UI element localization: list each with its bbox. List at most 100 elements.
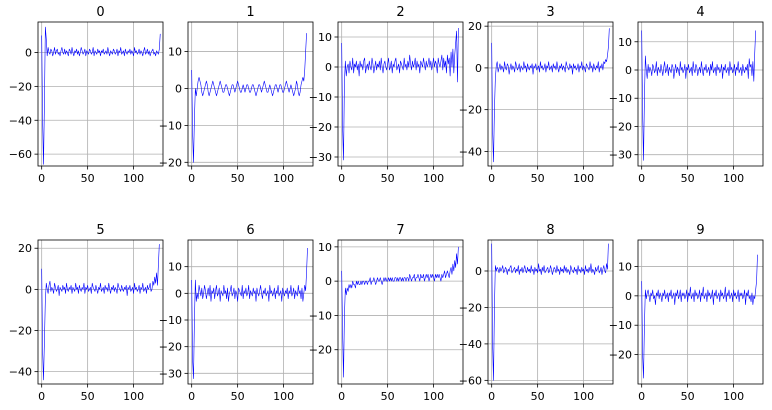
y-tick-label: −20 xyxy=(609,349,632,362)
series-line xyxy=(191,33,307,163)
plot-frame xyxy=(37,239,164,385)
plot-frame xyxy=(637,239,764,385)
y-tick-label: 10 xyxy=(618,36,632,49)
y-tick-label: −60 xyxy=(459,374,482,387)
y-tick-label: 0 xyxy=(475,265,482,278)
plot-frame xyxy=(37,21,164,167)
plot-frame xyxy=(337,21,464,167)
x-tick-label: 100 xyxy=(423,172,444,185)
x-tick-label: 0 xyxy=(638,172,645,185)
y-tick-label: 10 xyxy=(318,31,332,44)
y-tick-label: −40 xyxy=(9,114,32,127)
plot-frame xyxy=(187,239,314,385)
y-tick-label: −20 xyxy=(159,156,182,169)
subplot-title: 6 xyxy=(246,223,254,238)
subplot-3: 0 50 100 20 0 −20 −40 3 xyxy=(459,5,614,185)
y-tick-label: −10 xyxy=(609,92,632,105)
y-tick-label: 10 xyxy=(168,261,182,274)
y-tick-label: 10 xyxy=(318,241,332,254)
plot-frame xyxy=(637,21,764,167)
y-tick-label: 0 xyxy=(25,46,32,59)
y-tick-label: 0 xyxy=(175,82,182,95)
series-line xyxy=(641,30,756,161)
x-tick-label: 100 xyxy=(573,172,594,185)
subplot-title: 7 xyxy=(396,223,404,238)
x-tick-label: 50 xyxy=(81,172,95,185)
plot-frame xyxy=(187,21,314,167)
x-tick-label: 0 xyxy=(638,390,645,403)
x-tick-label: 100 xyxy=(423,390,444,403)
y-tick-label: −10 xyxy=(309,309,332,322)
subplot-title: 2 xyxy=(396,5,404,20)
x-tick-label: 50 xyxy=(231,172,245,185)
subplot-0: 0 50 100 0 −20 −40 −60 0 xyxy=(9,5,164,185)
series-line xyxy=(341,27,459,161)
x-tick-label: 100 xyxy=(123,390,144,403)
subplot-5: 0 50 100 20 0 −20 −40 5 xyxy=(9,223,164,403)
series-line xyxy=(341,246,459,378)
y-tick-label: −20 xyxy=(459,104,482,117)
x-tick-label: 50 xyxy=(81,390,95,403)
y-tick-label: 10 xyxy=(618,260,632,273)
x-tick-label: 50 xyxy=(231,390,245,403)
y-tick-label: −30 xyxy=(309,151,332,164)
y-tick-label: −20 xyxy=(309,121,332,134)
x-tick-label: 0 xyxy=(38,172,45,185)
y-tick-label: −10 xyxy=(159,119,182,132)
subplot-title: 0 xyxy=(96,5,104,20)
plot-frame xyxy=(337,239,464,385)
x-tick-label: 0 xyxy=(488,172,495,185)
x-tick-label: 100 xyxy=(273,390,294,403)
y-tick-label: 0 xyxy=(175,287,182,300)
y-tick-label: −40 xyxy=(459,338,482,351)
subplot-title: 5 xyxy=(96,223,104,238)
subplot-title: 4 xyxy=(696,5,704,20)
subplot-8: 0 50 100 0 −20 −40 −60 8 xyxy=(459,223,614,403)
y-tick-label: 0 xyxy=(625,64,632,77)
x-tick-label: 100 xyxy=(723,390,744,403)
subplot-title: 9 xyxy=(696,223,704,238)
series-line xyxy=(491,243,609,381)
x-tick-label: 0 xyxy=(38,390,45,403)
x-tick-label: 100 xyxy=(273,172,294,185)
x-tick-label: 0 xyxy=(188,172,195,185)
subplot-title: 1 xyxy=(246,5,254,20)
series-line xyxy=(41,26,161,165)
subplot-title: 3 xyxy=(546,5,554,20)
x-tick-label: 0 xyxy=(338,390,345,403)
x-tick-label: 100 xyxy=(123,172,144,185)
y-tick-label: −20 xyxy=(459,301,482,314)
series-line xyxy=(191,247,308,379)
plot-frame xyxy=(487,21,614,167)
y-tick-label: −20 xyxy=(609,120,632,133)
y-tick-label: 0 xyxy=(475,62,482,75)
x-tick-label: 50 xyxy=(381,172,395,185)
series-line xyxy=(491,28,610,163)
y-tick-label: 0 xyxy=(625,290,632,303)
y-tick-label: −10 xyxy=(609,319,632,332)
plot-frame xyxy=(487,239,614,385)
y-tick-label: −40 xyxy=(459,145,482,158)
x-tick-label: 100 xyxy=(723,172,744,185)
x-tick-label: 50 xyxy=(681,390,695,403)
x-tick-label: 0 xyxy=(338,172,345,185)
subplot-title: 8 xyxy=(546,223,554,238)
y-tick-label: −40 xyxy=(9,366,32,379)
y-tick-label: 10 xyxy=(168,46,182,59)
x-tick-label: 0 xyxy=(488,390,495,403)
series-line xyxy=(41,244,160,381)
y-tick-label: −10 xyxy=(309,91,332,104)
y-tick-label: −30 xyxy=(159,367,182,380)
x-tick-label: 50 xyxy=(531,390,545,403)
x-tick-label: 50 xyxy=(531,172,545,185)
y-tick-label: 20 xyxy=(18,242,32,255)
y-tick-label: −30 xyxy=(609,149,632,162)
y-tick-label: 0 xyxy=(25,283,32,296)
y-tick-label: −20 xyxy=(9,80,32,93)
